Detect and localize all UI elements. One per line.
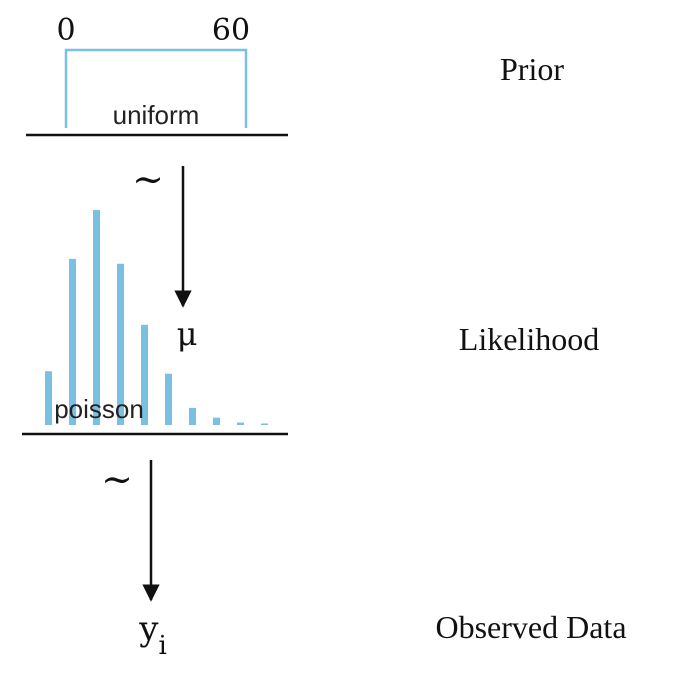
poisson-bar xyxy=(141,324,148,425)
poisson-bar xyxy=(261,423,268,425)
poisson-bars xyxy=(45,210,268,425)
prior-section-label: Prior xyxy=(500,51,564,87)
poisson-bar xyxy=(69,258,76,425)
observed-variable: yi xyxy=(138,609,167,661)
likelihood-dist-label: poisson xyxy=(54,394,144,424)
poisson-bar xyxy=(117,263,124,425)
observed-variable-base: y xyxy=(138,609,159,649)
poisson-bar xyxy=(45,371,52,425)
poisson-bar xyxy=(237,422,244,425)
poisson-bar xyxy=(93,210,100,425)
poisson-bar xyxy=(213,417,220,425)
observed-section-label: Observed Data xyxy=(435,609,626,645)
observed-variable-subscript: i xyxy=(158,631,166,661)
likelihood-section-label: Likelihood xyxy=(459,321,599,357)
uniform-distribution-shape xyxy=(64,48,248,128)
likelihood-tilde: ~ xyxy=(101,457,133,501)
poisson-bar xyxy=(189,407,196,425)
prior-dist-label: uniform xyxy=(113,100,200,130)
prior-tilde: ~ xyxy=(132,157,164,201)
mu-label: μ xyxy=(177,315,198,353)
poisson-bar xyxy=(165,373,172,425)
prior-tick-max: 60 xyxy=(212,13,250,48)
prior-tick-min: 0 xyxy=(56,13,75,48)
